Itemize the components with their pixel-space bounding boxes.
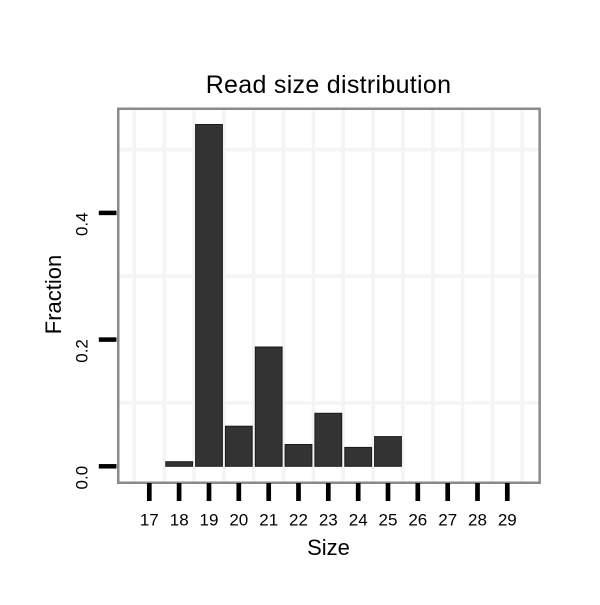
svg-text:26: 26 [408,511,427,530]
svg-text:Fraction: Fraction [41,255,66,334]
svg-text:21: 21 [259,511,278,530]
svg-text:19: 19 [200,511,219,530]
svg-text:0.2: 0.2 [72,339,91,363]
svg-text:17: 17 [140,511,159,530]
svg-text:Size: Size [307,535,350,560]
svg-text:Read size distribution: Read size distribution [206,71,452,99]
svg-text:23: 23 [319,511,338,530]
svg-text:0.4: 0.4 [72,212,91,236]
svg-text:18: 18 [170,511,189,530]
svg-text:28: 28 [468,511,487,530]
svg-text:27: 27 [438,511,457,530]
svg-text:20: 20 [229,511,248,530]
svg-text:25: 25 [379,511,398,530]
svg-text:29: 29 [498,511,517,530]
svg-text:22: 22 [289,511,308,530]
svg-text:24: 24 [349,511,368,530]
svg-text:0.0: 0.0 [72,466,91,490]
